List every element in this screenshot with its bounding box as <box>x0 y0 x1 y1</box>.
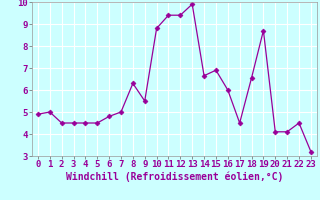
X-axis label: Windchill (Refroidissement éolien,°C): Windchill (Refroidissement éolien,°C) <box>66 172 283 182</box>
